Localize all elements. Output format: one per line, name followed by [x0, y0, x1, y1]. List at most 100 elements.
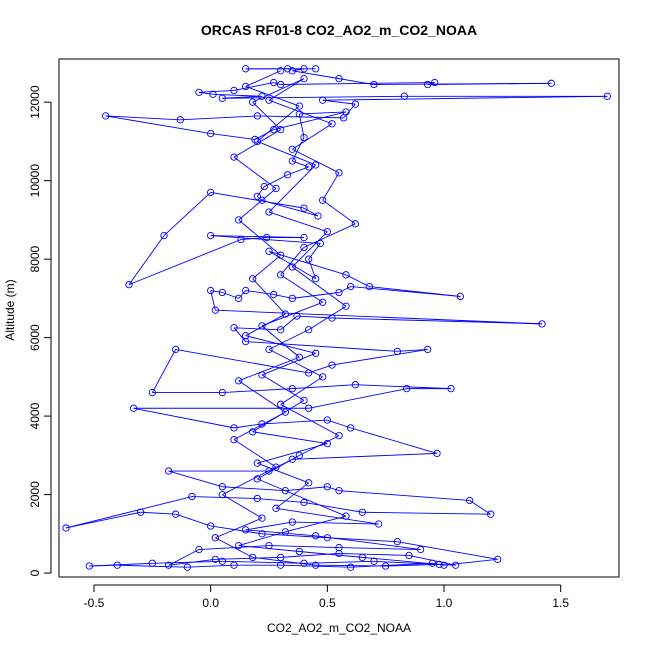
data-point	[172, 345, 180, 354]
data-point	[358, 553, 366, 562]
series-line-segment	[168, 558, 216, 566]
data-point	[218, 483, 226, 491]
y-tick-label: 4000	[28, 402, 42, 429]
data-point	[456, 292, 464, 301]
data-point	[288, 455, 296, 463]
data-point	[382, 562, 390, 570]
data-point	[424, 80, 432, 89]
data-point	[328, 314, 336, 322]
data-point	[452, 561, 460, 569]
data-point	[183, 563, 191, 571]
series-line-segment	[238, 188, 277, 221]
data-point	[365, 282, 373, 291]
series-line-segment	[268, 329, 309, 350]
series-line-segment	[257, 105, 300, 142]
data-point	[288, 263, 296, 271]
data-point	[230, 324, 238, 332]
data-point	[447, 384, 455, 393]
series-line-segment	[168, 470, 223, 488]
data-point	[312, 349, 320, 357]
data-point	[165, 561, 173, 569]
data-point	[277, 271, 285, 279]
x-tick-label: -0.5	[84, 596, 105, 610]
data-point	[440, 561, 448, 569]
series-line-segment	[257, 498, 305, 503]
data-point	[230, 153, 238, 161]
data-point	[176, 116, 184, 124]
data-point	[263, 233, 271, 242]
series-line-segment	[280, 274, 323, 303]
series-line-segment	[238, 356, 300, 382]
data-point	[295, 110, 303, 118]
data-point	[375, 520, 383, 528]
series-line-segment	[427, 82, 552, 85]
series-line-segment	[292, 521, 379, 525]
y-tick-label: 2000	[28, 481, 42, 508]
series-line-segment	[285, 515, 347, 533]
series-line-segment	[238, 531, 286, 547]
data-point	[265, 345, 273, 354]
data-point	[242, 337, 250, 346]
y-tick-label: 6000	[28, 324, 42, 351]
series-line-segment	[233, 327, 281, 331]
data-point	[312, 532, 320, 540]
data-point	[305, 326, 313, 334]
data-point	[277, 326, 285, 334]
series-line-segment	[210, 525, 263, 535]
series-line-segment	[210, 235, 305, 239]
series-line-segment	[268, 250, 316, 280]
series-line-segment	[303, 207, 319, 217]
data-point	[342, 512, 350, 520]
data-point	[351, 381, 359, 389]
series-line-segment	[261, 301, 323, 327]
data-point	[370, 557, 378, 565]
data-point	[319, 96, 327, 104]
data-point	[148, 388, 156, 397]
data-point	[249, 428, 257, 436]
series-line-segment	[338, 286, 351, 293]
data-point	[335, 487, 343, 495]
x-tick-label: 0.5	[319, 596, 336, 610]
data-point	[188, 492, 196, 501]
data-point	[300, 243, 308, 252]
data-point	[258, 196, 266, 204]
series-line-segment	[292, 231, 328, 268]
series-line-segment	[373, 560, 456, 566]
series-line-segment	[233, 439, 277, 468]
data-point	[293, 312, 301, 320]
data-point	[242, 332, 250, 340]
data-point	[277, 80, 285, 89]
data-point	[347, 563, 355, 571]
y-axis-label: Altitude (m)	[3, 279, 17, 340]
data-point	[300, 559, 308, 567]
series-line-segment	[268, 348, 323, 378]
series-line-segment	[292, 70, 340, 80]
data-point	[288, 145, 296, 153]
series-line-segment	[233, 156, 277, 189]
series-line-segment	[222, 95, 405, 99]
series-line-segment	[256, 186, 265, 197]
data-point	[235, 377, 243, 385]
data-point	[237, 235, 245, 244]
y-tick-label: 10000	[28, 164, 42, 198]
series-line-segment	[252, 556, 316, 566]
series-line-segment	[215, 556, 281, 560]
data-point	[347, 282, 355, 291]
series-line-segment	[350, 562, 433, 568]
data-point	[428, 559, 436, 567]
series-line-segment	[275, 507, 379, 525]
series-line-segment	[152, 560, 223, 564]
data-point	[258, 530, 266, 538]
series-line-segment	[280, 564, 351, 568]
series-line-segment	[287, 166, 309, 176]
series-line-segment	[385, 563, 440, 567]
data-point	[347, 424, 355, 432]
series-line-segment	[210, 235, 321, 244]
series-line-segment	[397, 541, 498, 560]
data-point	[288, 518, 296, 526]
data-point	[323, 228, 331, 236]
series-line-segment	[65, 496, 193, 529]
data-point	[207, 286, 215, 295]
data-point	[547, 79, 555, 87]
series-line-segment	[261, 325, 300, 358]
